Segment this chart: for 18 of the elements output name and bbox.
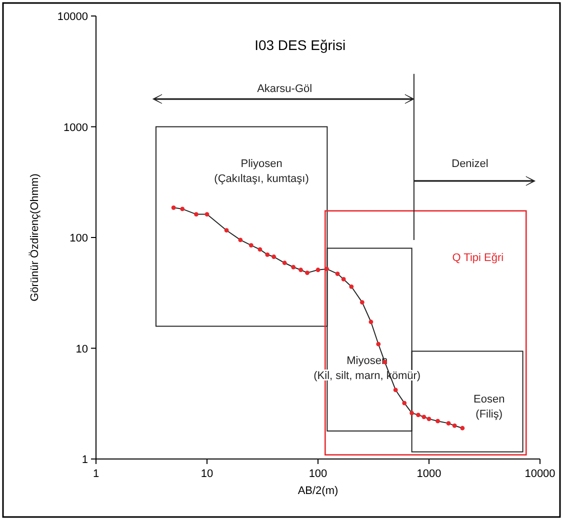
annotation: Pliyosen (Çakıltaşı, kumtaşı) bbox=[214, 158, 309, 186]
y-tick-label: 100 bbox=[70, 232, 88, 244]
x-axis-title: AB/2(m) bbox=[298, 485, 338, 497]
annotation: Q Tipi Eğri bbox=[452, 252, 504, 264]
y-tick-label: 10000 bbox=[57, 11, 88, 23]
y-tick-label: 1000 bbox=[64, 122, 88, 134]
annotation: Eosen (Filiş) bbox=[474, 394, 505, 421]
annotation: Denizel bbox=[452, 158, 488, 170]
x-tick-label: 10 bbox=[200, 468, 214, 480]
x-tick-label: 1 bbox=[92, 468, 100, 480]
x-tick-label: 100 bbox=[308, 468, 328, 480]
y-axis-title: Görünür Özdirenç(Ohmm) bbox=[28, 174, 41, 302]
x-tick-label: 1000 bbox=[416, 468, 442, 480]
y-tick-label: 1 bbox=[82, 454, 88, 466]
x-tick-label: 10000 bbox=[524, 468, 556, 480]
y-tick-label: 10 bbox=[76, 343, 88, 356]
annotation: Akarsu-Göl bbox=[257, 82, 312, 95]
text: I03 DES Eğrisi bbox=[254, 36, 346, 53]
